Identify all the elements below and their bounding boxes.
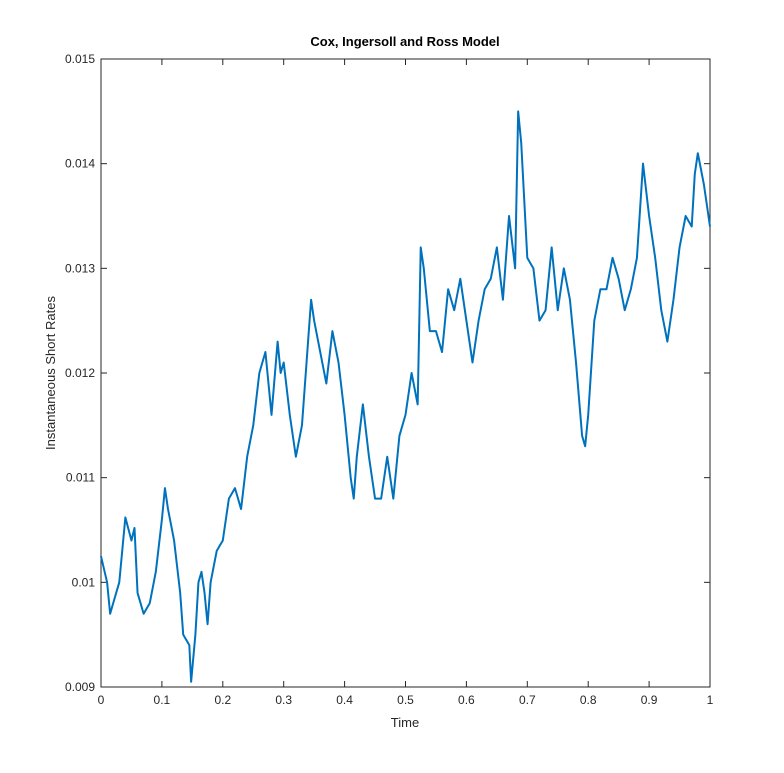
x-tick-label: 0.1 xyxy=(154,693,171,707)
x-tick-label: 1 xyxy=(707,693,714,707)
y-tick-label: 0.012 xyxy=(65,366,95,380)
x-tick-label: 0.7 xyxy=(519,693,536,707)
y-tick-label: 0.015 xyxy=(65,52,95,66)
x-axis-label: Time xyxy=(391,715,419,730)
y-tick-label: 0.011 xyxy=(66,471,95,485)
y-tick-label: 0.01 xyxy=(72,575,96,589)
y-axis-label: Instantaneous Short Rates xyxy=(43,296,58,450)
x-tick-label: 0.2 xyxy=(214,693,231,707)
y-tick-label: 0.014 xyxy=(65,157,95,171)
data-line xyxy=(100,110,711,683)
x-tick-label: 0.5 xyxy=(397,693,414,707)
x-tick-label: 0.9 xyxy=(641,693,658,707)
x-tick-label: 0.6 xyxy=(458,693,475,707)
y-tick-label: 0.013 xyxy=(65,261,95,275)
y-tick-label: 0.009 xyxy=(65,680,95,694)
x-tick-label: 0.3 xyxy=(275,693,292,707)
x-tick-label: 0.8 xyxy=(580,693,597,707)
chart-title: Cox, Ingersoll and Ross Model xyxy=(310,34,499,49)
x-tick-label: 0 xyxy=(98,693,105,707)
x-tick-label: 0.4 xyxy=(336,693,353,707)
axes-box xyxy=(100,58,711,688)
